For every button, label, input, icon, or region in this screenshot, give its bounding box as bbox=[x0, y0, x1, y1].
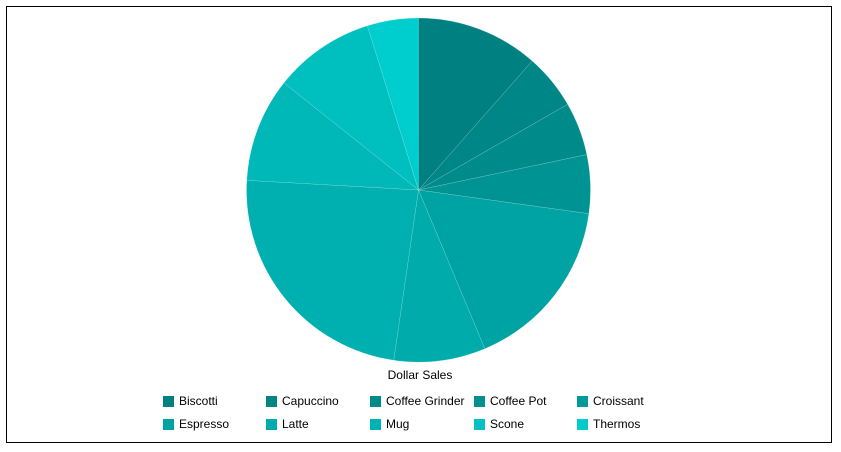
legend-item-latte: Latte bbox=[266, 416, 370, 432]
legend-swatch bbox=[163, 395, 174, 407]
legend-label: Coffee Grinder bbox=[386, 394, 465, 408]
legend-label: Scone bbox=[490, 417, 525, 431]
pie-slice-capuccino bbox=[418, 60, 568, 191]
legend-swatch bbox=[163, 418, 174, 430]
legend-label: Espresso bbox=[179, 417, 230, 431]
legend-label: Coffee Pot bbox=[490, 394, 547, 408]
legend-label: Thermos bbox=[593, 417, 641, 431]
legend-item-thermos: Thermos bbox=[577, 416, 680, 432]
pie-slice-scone bbox=[283, 25, 419, 191]
legend-swatch bbox=[474, 395, 485, 407]
legend-label: Mug bbox=[386, 417, 410, 431]
legend-item-espresso: Espresso bbox=[163, 416, 266, 432]
legend: Biscotti Capuccino Coffee Grinder Coffee Po… bbox=[163, 393, 683, 439]
legend-label: Latte bbox=[282, 417, 309, 431]
legend-swatch bbox=[370, 418, 381, 430]
legend-swatch bbox=[266, 395, 277, 407]
pie-slice-coffee-grinder bbox=[418, 104, 588, 191]
legend-swatch bbox=[266, 418, 277, 430]
pie-slice-biscotti bbox=[418, 17, 533, 191]
pie-slice-thermos bbox=[367, 17, 419, 191]
pie-slice-croissant bbox=[418, 189, 590, 349]
legend-label: Croissant bbox=[593, 394, 644, 408]
legend-label: Capuccino bbox=[282, 394, 339, 408]
legend-item-mug: Mug bbox=[370, 416, 474, 432]
legend-item-coffee-pot: Coffee Pot bbox=[474, 393, 577, 409]
legend-swatch bbox=[474, 418, 485, 430]
legend-item-scone: Scone bbox=[474, 416, 577, 432]
pie-slice-espresso bbox=[393, 189, 486, 363]
series-label: Dollar Sales bbox=[387, 368, 453, 382]
legend-swatch bbox=[370, 395, 381, 407]
legend-item-capuccino: Capuccino bbox=[266, 393, 370, 409]
pie-slice-latte bbox=[246, 180, 419, 361]
legend-swatch bbox=[577, 395, 588, 407]
legend-label: Biscotti bbox=[179, 394, 218, 408]
pie-slice-mug bbox=[246, 82, 420, 191]
legend-item-croissant: Croissant bbox=[577, 393, 680, 409]
legend-item-coffee-grinder: Coffee Grinder bbox=[370, 393, 474, 409]
legend-swatch bbox=[577, 418, 588, 430]
pie-slice-coffee-pot bbox=[418, 154, 591, 214]
legend-item-biscotti: Biscotti bbox=[163, 393, 266, 409]
